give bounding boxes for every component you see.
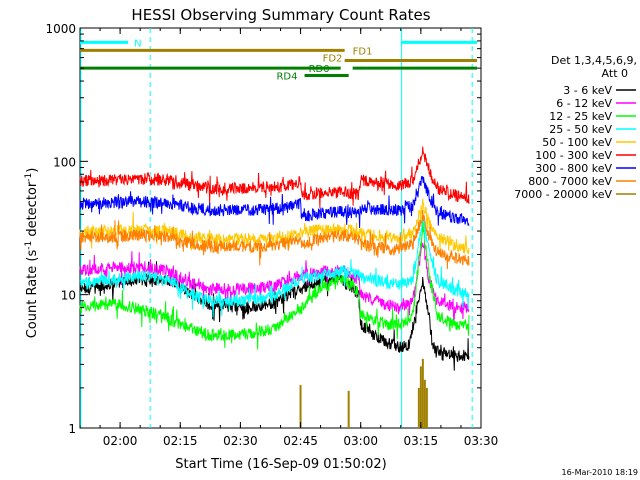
flag-label-FD1: FD1 bbox=[353, 46, 373, 57]
series-line-100-300keV bbox=[79, 146, 470, 209]
series-line-300-800keV bbox=[79, 175, 470, 229]
x-tick-label-1: 02:15 bbox=[163, 434, 198, 448]
flag-label-FD2: FD2 bbox=[323, 54, 343, 65]
y-tick-label-1: 10 bbox=[61, 289, 76, 303]
legend-label-6: 300 - 800 keV bbox=[535, 162, 612, 175]
legend-label-4: 50 - 100 keV bbox=[542, 136, 612, 149]
y-tick-label-3: 1000 bbox=[45, 22, 76, 36]
legend-label-5: 100 - 300 keV bbox=[535, 149, 612, 162]
legend-header-line-1: Det 1,3,4,5,6,9, bbox=[551, 54, 637, 67]
legend-label-1: 6 - 12 keV bbox=[556, 97, 612, 110]
x-tick-label-5: 03:15 bbox=[404, 434, 439, 448]
series-line-25-50keV bbox=[79, 217, 470, 318]
x-tick-label-2: 02:30 bbox=[223, 434, 258, 448]
x-tick-label-4: 03:00 bbox=[343, 434, 378, 448]
legend-label-8: 7000 - 20000 keV bbox=[514, 188, 612, 201]
y-axis-label: Count Rate (s-1 detector-1) bbox=[24, 168, 40, 339]
flag-label-RD0: RD0 bbox=[309, 64, 330, 75]
legend-label-7: 800 - 7000 keV bbox=[528, 175, 612, 188]
flag-label-N: N bbox=[134, 38, 141, 49]
spike-layer bbox=[299, 358, 428, 428]
series-line-50-100keV bbox=[79, 198, 470, 255]
series-layer bbox=[79, 146, 470, 371]
chart-title: HESSI Observing Summary Count Rates bbox=[131, 6, 430, 24]
x-axis-label: Start Time (16-Sep-09 01:50:02) bbox=[175, 457, 386, 472]
series-line-12-25keV bbox=[79, 220, 470, 350]
x-tick-label-3: 02:45 bbox=[283, 434, 318, 448]
series-line-6-12keV bbox=[79, 240, 470, 321]
legend-header-line-2: Att 0 bbox=[602, 67, 628, 80]
legend-label-2: 12 - 25 keV bbox=[549, 110, 612, 123]
x-tick-label-6: 03:30 bbox=[464, 434, 499, 448]
y-tick-label-2: 100 bbox=[53, 155, 76, 169]
flag-label-RD4: RD4 bbox=[276, 72, 297, 83]
legend-label-3: 25 - 50 keV bbox=[549, 123, 612, 136]
legend-label-0: 3 - 6 keV bbox=[563, 84, 612, 97]
series-line-800-7000keV bbox=[79, 210, 470, 270]
date-stamp: 16-Mar-2010 18:19 bbox=[562, 468, 639, 477]
axes: 02:00 02:15 02:30 02:45 03:00 03:15 03:30 1 10 10… bbox=[45, 22, 498, 448]
y-tick-label-0: 1 bbox=[68, 422, 76, 436]
x-tick-label-0: 02:00 bbox=[103, 434, 138, 448]
